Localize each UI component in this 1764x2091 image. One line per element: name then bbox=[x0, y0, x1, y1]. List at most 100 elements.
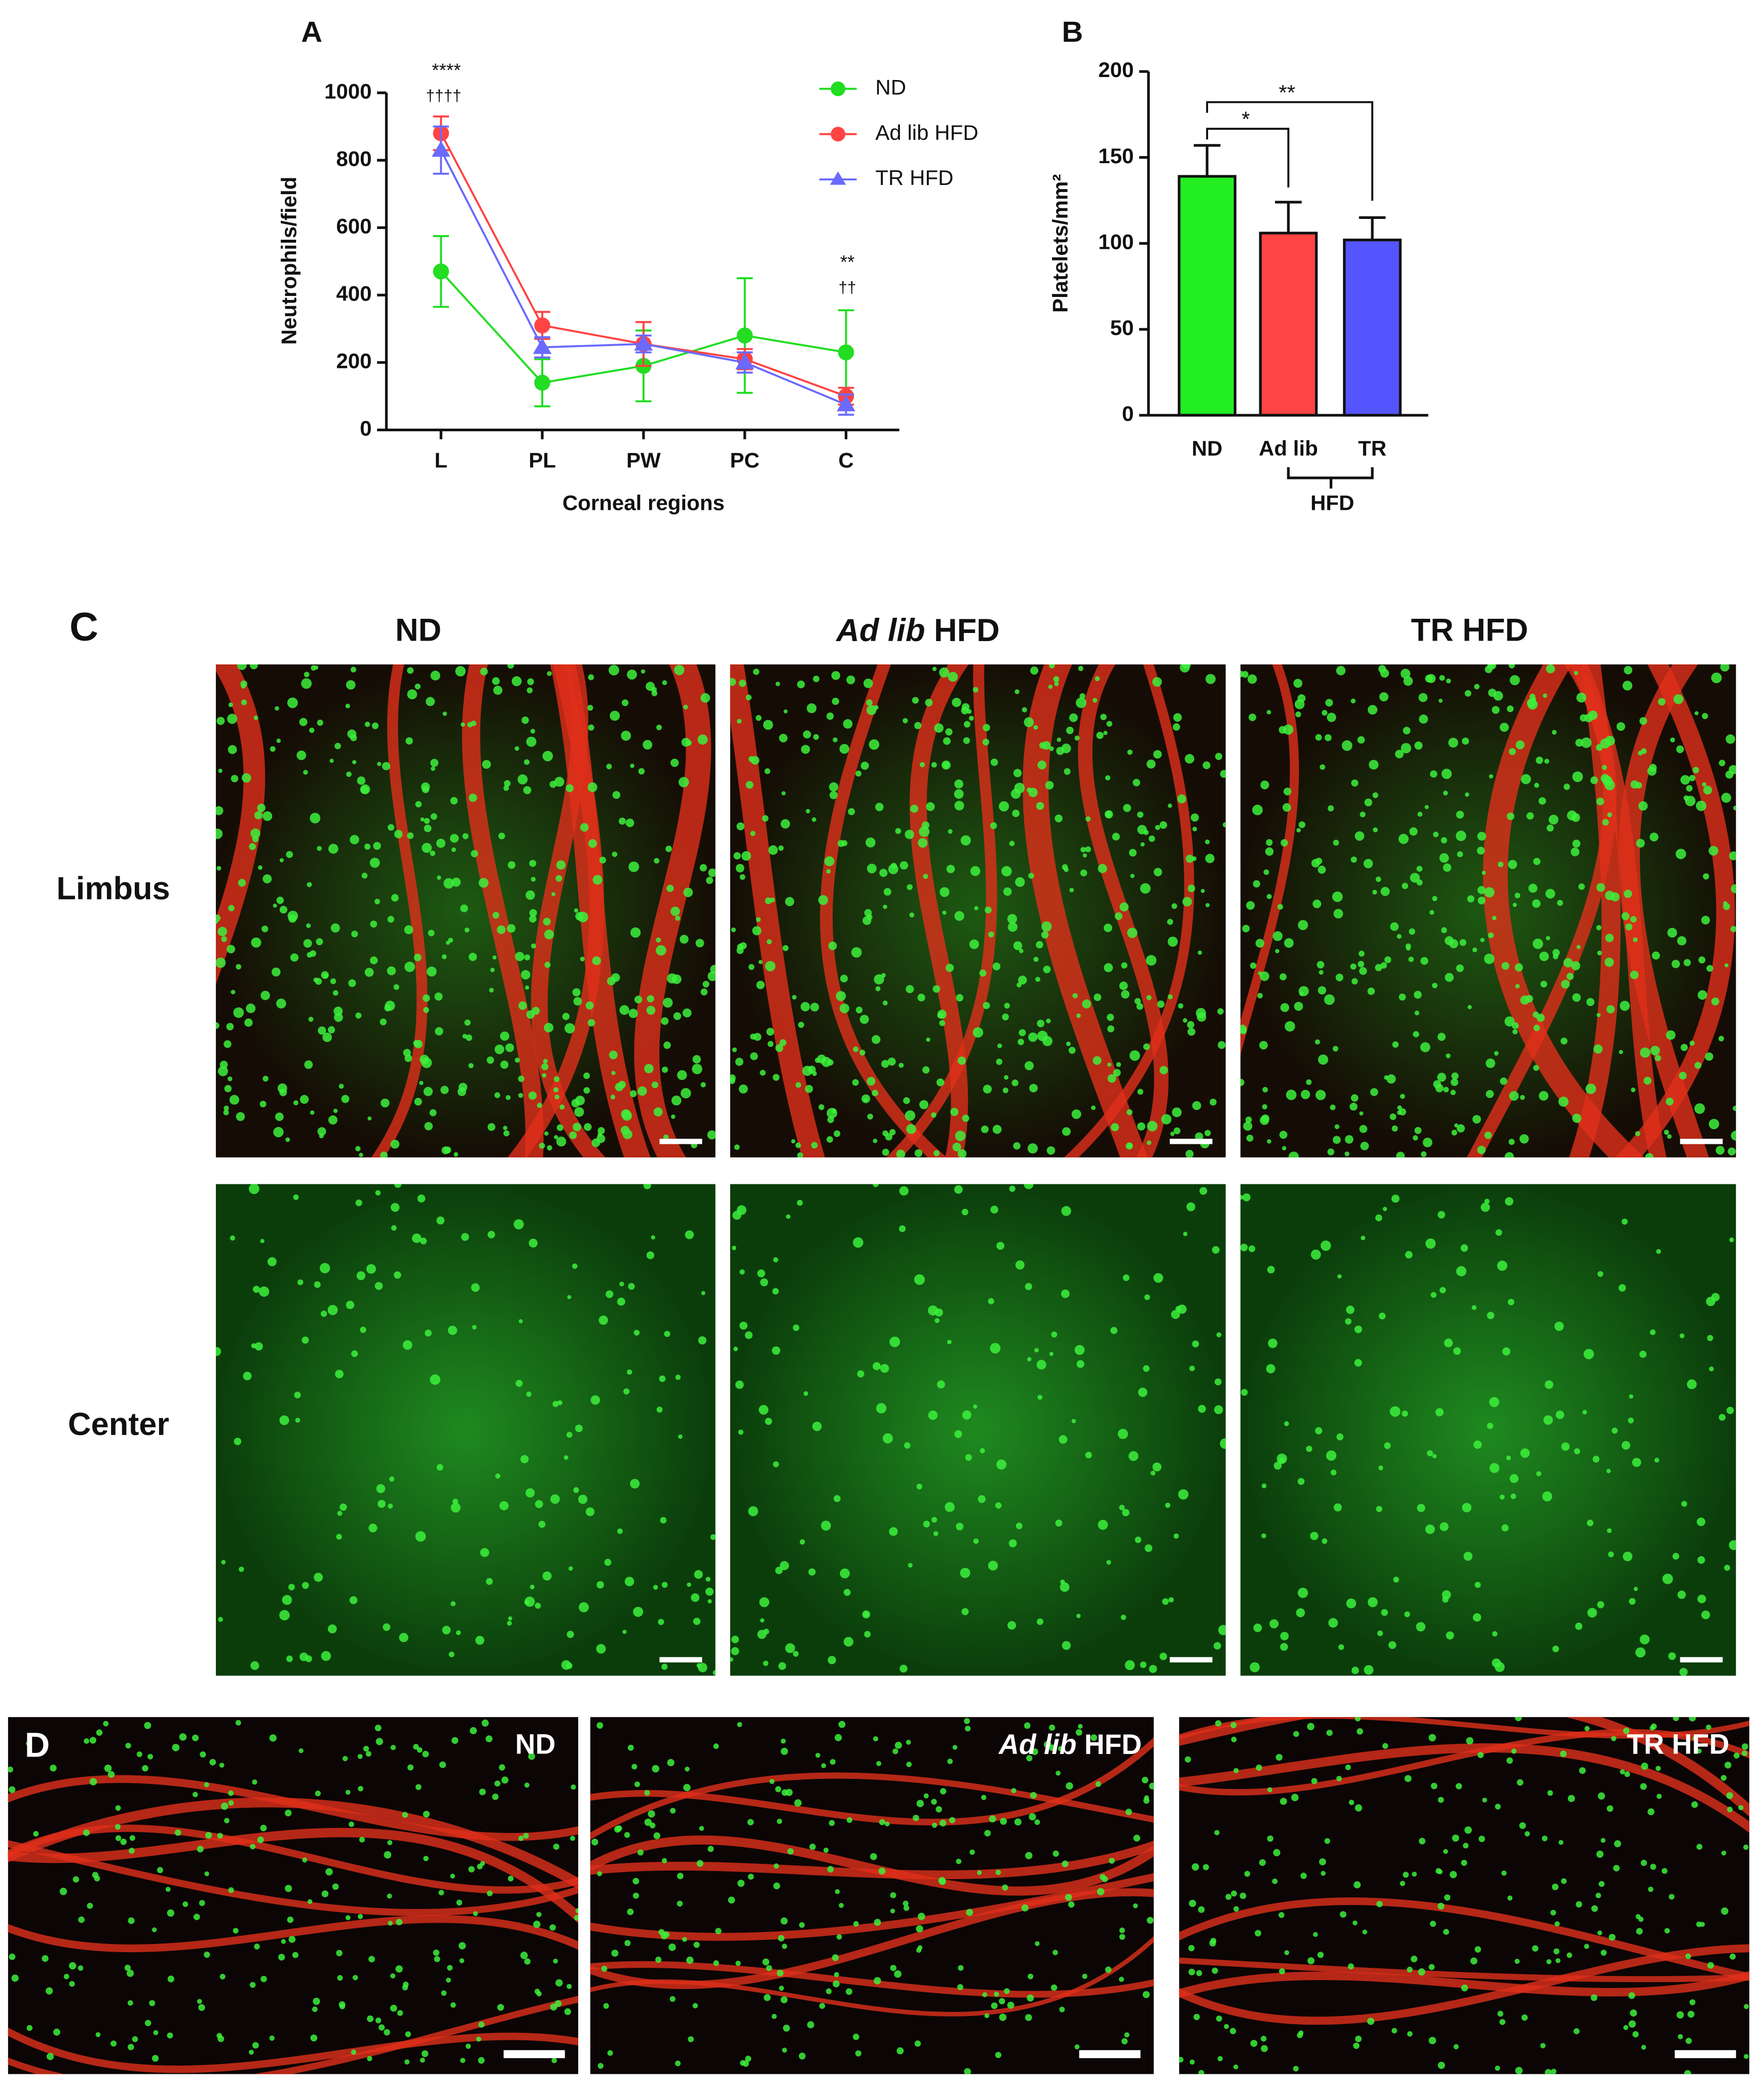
cell bbox=[385, 1000, 395, 1011]
cell bbox=[707, 1846, 714, 1852]
cell bbox=[567, 1630, 574, 1638]
cell bbox=[937, 1012, 944, 1019]
cell bbox=[257, 803, 266, 812]
cell bbox=[1203, 1864, 1209, 1871]
cell bbox=[487, 1123, 496, 1131]
cell bbox=[1168, 937, 1178, 947]
cell bbox=[624, 1577, 634, 1586]
cell bbox=[308, 1017, 314, 1022]
cell bbox=[1610, 892, 1620, 902]
cell bbox=[1267, 1265, 1275, 1274]
cell bbox=[1142, 1776, 1149, 1783]
cell bbox=[1444, 1338, 1453, 1348]
cell bbox=[1508, 1298, 1515, 1305]
cell bbox=[903, 1900, 909, 1907]
cell bbox=[1029, 1813, 1036, 1821]
cell bbox=[462, 833, 469, 840]
cell bbox=[925, 698, 933, 706]
cell bbox=[1218, 1625, 1226, 1635]
cell bbox=[1034, 1819, 1040, 1825]
data-point bbox=[534, 317, 550, 333]
cell bbox=[371, 722, 379, 729]
cell bbox=[1075, 697, 1086, 708]
cell bbox=[378, 2024, 385, 2031]
cell bbox=[434, 992, 443, 1001]
cell bbox=[701, 1291, 705, 1295]
cell bbox=[407, 667, 414, 674]
cell bbox=[1413, 991, 1422, 999]
cell bbox=[1074, 735, 1080, 741]
cell bbox=[1446, 1053, 1451, 1059]
cell bbox=[1261, 2045, 1268, 2052]
cell bbox=[1107, 1025, 1114, 1033]
cell bbox=[1262, 1087, 1268, 1093]
cell bbox=[767, 1041, 774, 1047]
cell bbox=[464, 927, 470, 932]
cell bbox=[1262, 1104, 1267, 1110]
cell bbox=[823, 1847, 829, 1853]
cell bbox=[1318, 986, 1327, 995]
cell bbox=[1540, 2043, 1546, 2048]
cell bbox=[1416, 866, 1423, 872]
cell bbox=[879, 1819, 885, 1825]
cell bbox=[1320, 764, 1326, 770]
cell bbox=[948, 671, 958, 682]
cell bbox=[1540, 981, 1548, 988]
cell bbox=[627, 669, 637, 680]
cell bbox=[1121, 962, 1128, 969]
cell bbox=[1339, 1911, 1346, 1918]
cell bbox=[492, 955, 497, 960]
cell bbox=[1355, 1804, 1362, 1812]
cell bbox=[466, 1034, 472, 1041]
cell bbox=[914, 2040, 921, 2047]
cell bbox=[1325, 699, 1333, 707]
cell bbox=[1555, 1958, 1561, 1963]
cell bbox=[906, 1124, 916, 1134]
x-tick-label: PW bbox=[626, 449, 661, 472]
y-tick-label: 1000 bbox=[324, 79, 372, 103]
cell bbox=[153, 2030, 159, 2035]
cell bbox=[1185, 854, 1194, 863]
cell bbox=[1016, 1522, 1023, 1529]
cell bbox=[1549, 814, 1559, 825]
cell bbox=[1526, 812, 1534, 820]
cell bbox=[1670, 737, 1675, 742]
cell bbox=[485, 1578, 493, 1585]
cell bbox=[670, 758, 679, 767]
cell bbox=[1584, 1944, 1589, 1949]
cell bbox=[1137, 1089, 1144, 1095]
cell bbox=[1099, 1874, 1106, 1880]
cell bbox=[1539, 951, 1549, 961]
cell bbox=[1390, 922, 1399, 931]
cell bbox=[1317, 961, 1325, 969]
cell bbox=[370, 920, 378, 928]
cell bbox=[537, 1103, 542, 1108]
cell bbox=[1280, 1003, 1290, 1012]
y-tick-label: 800 bbox=[336, 146, 371, 170]
vessel bbox=[1569, 664, 1621, 1157]
cell bbox=[262, 1075, 269, 1082]
cell bbox=[1641, 2044, 1646, 2050]
cell bbox=[832, 697, 839, 705]
cell bbox=[1354, 1881, 1361, 1889]
cell bbox=[985, 906, 992, 914]
cell bbox=[1533, 1024, 1540, 1031]
cell bbox=[430, 813, 437, 820]
cell bbox=[1729, 851, 1736, 861]
cell bbox=[943, 762, 950, 769]
cell bbox=[1019, 948, 1024, 953]
cell bbox=[374, 899, 380, 905]
cell bbox=[565, 1023, 575, 1034]
cell bbox=[1350, 856, 1357, 863]
cell bbox=[875, 986, 881, 991]
cell bbox=[1078, 1724, 1083, 1729]
vessel bbox=[8, 2027, 579, 2073]
cell bbox=[574, 908, 579, 913]
sig-bracket bbox=[1206, 101, 1374, 201]
cell bbox=[299, 1095, 309, 1104]
cell bbox=[1524, 1831, 1530, 1837]
cell bbox=[1596, 1013, 1601, 1017]
cell bbox=[585, 1001, 594, 1010]
cell bbox=[955, 1131, 966, 1141]
cell bbox=[458, 1942, 466, 1950]
